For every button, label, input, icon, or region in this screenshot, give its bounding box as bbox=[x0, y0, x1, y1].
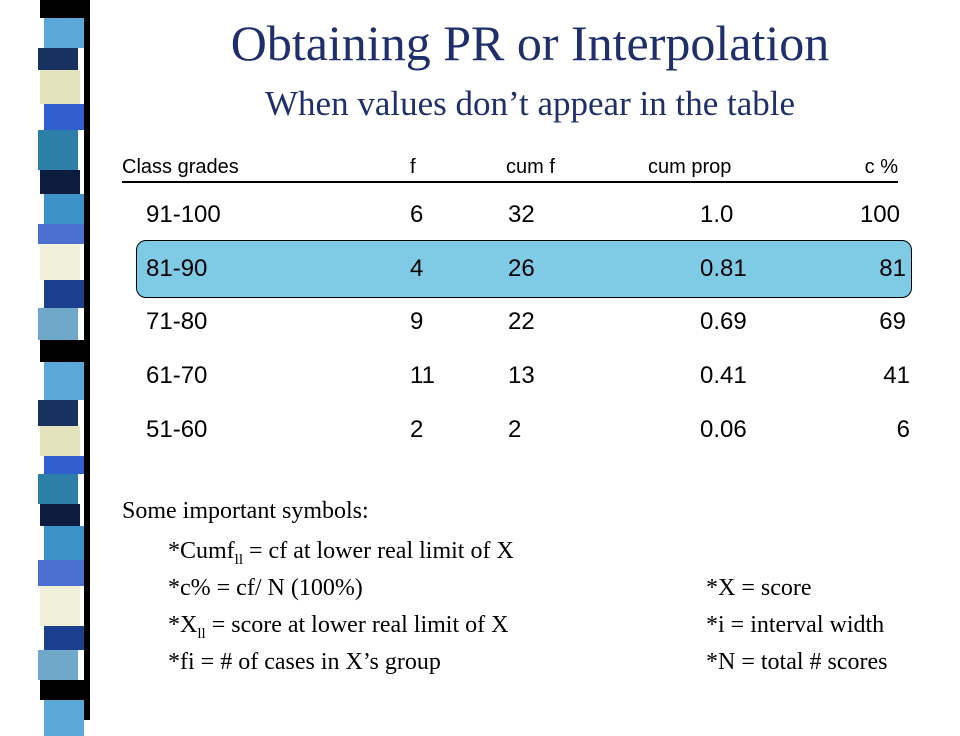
cell-c-percent: 81 bbox=[879, 255, 906, 282]
slide-subtitle: When values don’t appear in the table bbox=[265, 84, 795, 123]
cell-c-percent: 100 bbox=[859, 201, 900, 228]
table-header: Class grades f cum f cum prop c % bbox=[122, 155, 898, 183]
cell-class: 51-60 bbox=[146, 416, 208, 443]
stripe-block bbox=[38, 48, 78, 70]
slide-title: Obtaining PR or Interpolation bbox=[230, 15, 830, 71]
stripe-block bbox=[40, 504, 80, 526]
stripe-block bbox=[44, 456, 90, 474]
header-cum-prop: cum prop bbox=[648, 156, 732, 178]
stripe-block bbox=[44, 626, 84, 650]
stripe-block bbox=[38, 130, 78, 170]
stripe-block bbox=[40, 244, 80, 280]
header-class-grades: Class grades bbox=[122, 156, 239, 178]
cell-cum-prop: 0.06 bbox=[700, 416, 747, 443]
stripe-block bbox=[40, 340, 86, 362]
cell-f: 2 bbox=[410, 416, 424, 443]
symbol-n-total: *N = total # scores bbox=[706, 649, 888, 675]
symbol-cumf: *Cumfll = cf at lower real limit of X bbox=[168, 537, 514, 568]
symbol-i-width: *i = interval width bbox=[706, 612, 885, 638]
cell-f: 6 bbox=[410, 201, 424, 228]
stripe-block bbox=[38, 224, 84, 244]
stripe-block bbox=[38, 474, 78, 504]
stripe-block bbox=[40, 586, 80, 626]
highlighted-row-box bbox=[136, 240, 912, 298]
stripe-block bbox=[38, 400, 78, 426]
symbol-xll-subscript: ll bbox=[197, 626, 206, 642]
cell-f: 11 bbox=[410, 362, 435, 389]
symbol-fi: *fi = # of cases in X’s group bbox=[168, 649, 441, 675]
stripe-block bbox=[44, 362, 84, 400]
symbol-cumf-text: = cf at lower real limit of X bbox=[243, 538, 514, 564]
cell-c-percent: 69 bbox=[879, 308, 906, 335]
cell-cum-prop: 0.69 bbox=[700, 308, 747, 335]
cell-cum-f: 22 bbox=[508, 308, 535, 335]
cell-cum-f: 26 bbox=[508, 255, 535, 282]
stripe-block bbox=[40, 426, 80, 456]
table-row: 91-100 6 32 1.0 100 bbox=[0, 187, 960, 243]
cell-cum-f: 32 bbox=[508, 201, 535, 228]
stripe-block bbox=[44, 700, 84, 736]
stripe-block bbox=[44, 18, 84, 48]
symbol-xll-prefix: *X bbox=[168, 612, 198, 638]
cell-f: 9 bbox=[410, 308, 424, 335]
stripe-block bbox=[38, 560, 84, 586]
symbol-cumf-subscript: ll bbox=[234, 552, 244, 568]
stripe-block bbox=[38, 650, 78, 680]
table-row-highlighted: 81-90 4 26 0.81 81 bbox=[0, 241, 960, 297]
cell-f: 4 bbox=[410, 255, 424, 282]
cell-cum-f: 2 bbox=[508, 416, 522, 443]
cell-c-percent: 41 bbox=[883, 362, 910, 389]
stripe-edge bbox=[84, 0, 90, 720]
stripe-block bbox=[40, 680, 86, 700]
stripe-block bbox=[38, 308, 78, 340]
symbols-heading: Some important symbols: bbox=[122, 498, 369, 524]
cell-c-percent: 6 bbox=[896, 416, 910, 443]
header-f: f bbox=[410, 156, 416, 178]
table-row: 71-80 9 22 0.69 69 bbox=[0, 294, 960, 350]
stripe-block bbox=[40, 0, 86, 18]
symbol-x-score: *X = score bbox=[706, 575, 812, 601]
cell-cum-prop: 0.81 bbox=[700, 255, 747, 282]
cell-cum-prop: 0.41 bbox=[700, 362, 747, 389]
cell-class: 71-80 bbox=[146, 308, 208, 335]
header-c-percent: c % bbox=[864, 156, 898, 178]
stripe-block bbox=[40, 170, 80, 194]
symbol-cumf-prefix: *Cumf bbox=[168, 538, 235, 564]
stripe-block bbox=[44, 526, 84, 560]
cell-class: 61-70 bbox=[146, 362, 208, 389]
decorative-stripe bbox=[0, 0, 120, 736]
stripe-block bbox=[44, 280, 84, 308]
stripe-block bbox=[44, 194, 84, 224]
symbol-xll: *Xll = score at lower real limit of X bbox=[168, 611, 509, 642]
header-cum-f: cum f bbox=[506, 156, 555, 178]
cell-class: 81-90 bbox=[146, 255, 208, 282]
table-row: 51-60 2 2 0.06 6 bbox=[0, 402, 960, 458]
stripe-block bbox=[40, 70, 80, 104]
cell-cum-f: 13 bbox=[508, 362, 535, 389]
table-row: 61-70 11 13 0.41 41 bbox=[0, 348, 960, 404]
symbol-cpercent: *c% = cf/ N (100%) bbox=[168, 575, 363, 601]
symbol-xll-text: = score at lower real limit of X bbox=[205, 612, 509, 638]
stripe-block bbox=[44, 104, 90, 130]
cell-class: 91-100 bbox=[146, 201, 221, 228]
cell-cum-prop: 1.0 bbox=[700, 201, 734, 228]
